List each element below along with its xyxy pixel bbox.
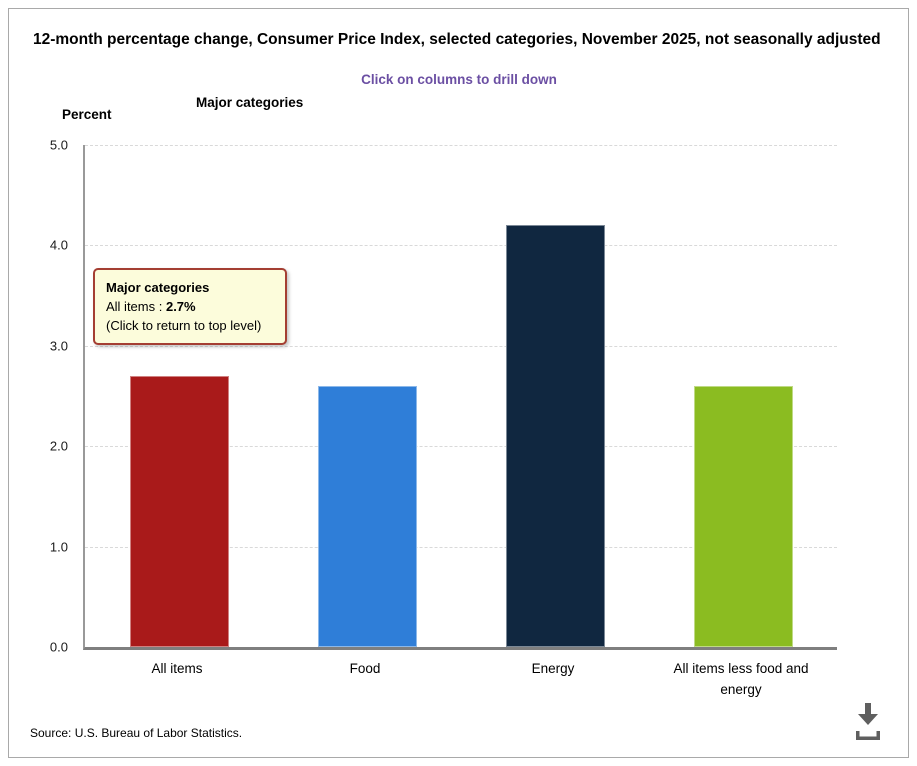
drilldown-hint: Click on columns to drill down: [361, 72, 557, 87]
y-axis-label: Percent: [62, 107, 112, 122]
tooltip-hint: (Click to return to top level): [106, 318, 262, 333]
bar-all-items[interactable]: [129, 375, 229, 647]
x-tick-label: Food: [349, 661, 381, 676]
x-tick-label: Energy: [531, 661, 575, 676]
tooltip-title: Major categories: [106, 280, 210, 295]
download-icon[interactable]: [849, 699, 887, 743]
gridline: [85, 345, 837, 347]
gridline: [85, 145, 837, 146]
y-tick-label: 3.0: [49, 338, 68, 354]
x-tick-label: All items: [151, 661, 203, 676]
tooltip-value: 2.7%: [165, 299, 196, 314]
y-tick-label: 4.0: [49, 237, 68, 253]
x-tick: Food: [271, 658, 459, 679]
bar-all-items-less-food-and-energy[interactable]: [693, 385, 793, 647]
x-tick: All items: [83, 658, 271, 679]
x-tick: Energy: [459, 658, 647, 679]
y-tick-label: 2.0: [49, 438, 68, 454]
drilldown-tooltip[interactable]: Major categories All items : 2.7% (Click…: [93, 268, 287, 345]
y-tick-label: 5.0: [49, 137, 68, 153]
source-note: Source: U.S. Bureau of Labor Statistics.: [30, 726, 243, 740]
y-axis-ticks: 0.0 1.0 2.0 3.0 4.0 5.0: [18, 138, 68, 655]
gridline: [85, 546, 837, 548]
x-tick-label: All items less food and energy: [673, 661, 809, 697]
plot-area: [83, 145, 837, 650]
gridline: [85, 245, 837, 247]
y-tick-label: 0.0: [49, 639, 68, 655]
x-axis-labels: All items Food Energy All items less food a…: [83, 658, 835, 706]
bar-energy[interactable]: [505, 225, 605, 647]
tooltip-series-label: All items :: [106, 299, 166, 314]
tooltip-value-line: All items : 2.7%: [106, 297, 274, 316]
x-tick: All items less food and energy: [647, 658, 835, 700]
y-tick-label: 1.0: [49, 539, 68, 555]
bar-food[interactable]: [317, 385, 417, 647]
page-title: 12-month percentage change, Consumer Pri…: [33, 31, 881, 48]
chart-title: Major categories: [196, 95, 304, 110]
gridline: [85, 446, 837, 448]
